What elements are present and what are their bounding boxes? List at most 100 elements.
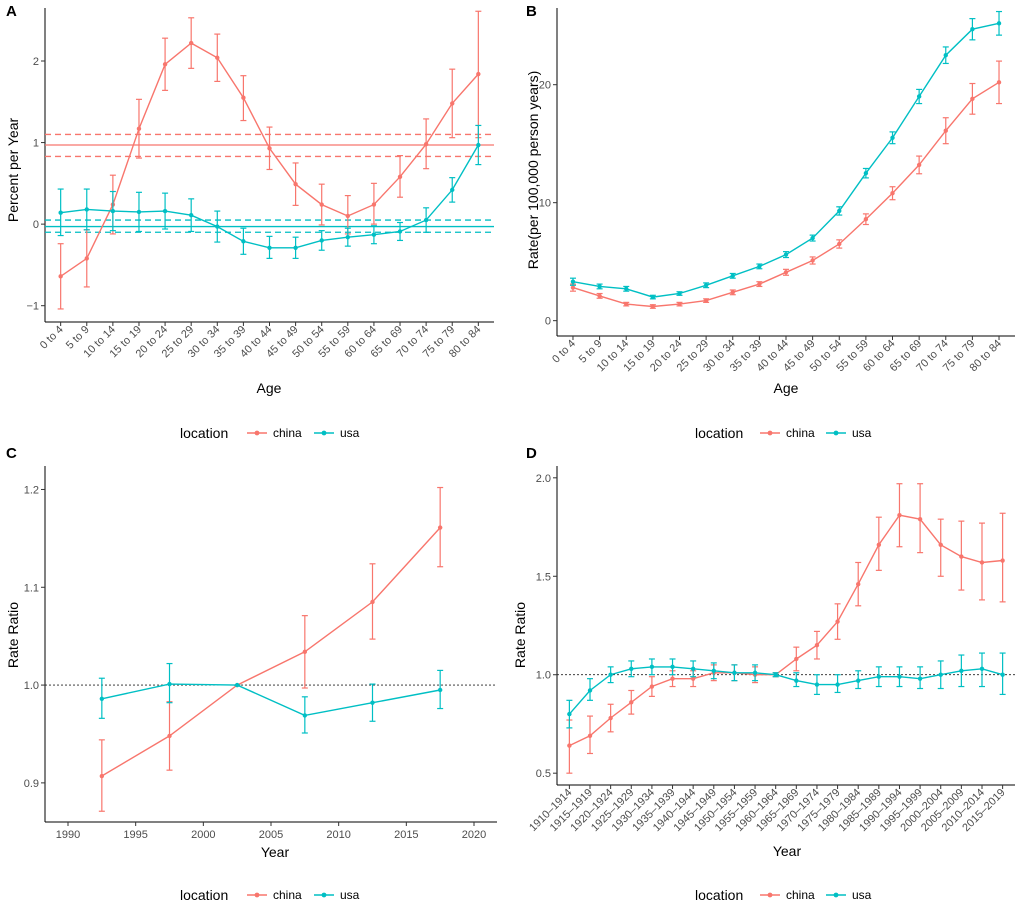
data-point-usa	[597, 284, 602, 289]
data-point-china	[757, 281, 762, 287]
data-point-usa	[1000, 672, 1005, 677]
data-point-usa	[371, 232, 377, 237]
legend-top-right: location china usa	[695, 425, 872, 441]
panel-d-marks: 0.51.01.52.01910–19141915–19191920–19241…	[527, 466, 1015, 834]
data-point-usa	[970, 27, 975, 32]
data-point-china	[99, 773, 105, 779]
y-tick-label: 0	[545, 316, 551, 328]
panel-a-xlabel: Age	[257, 380, 282, 396]
data-point-usa	[752, 670, 758, 675]
data-point-china	[835, 619, 840, 624]
data-point-usa	[690, 666, 696, 672]
data-point-usa	[670, 664, 675, 670]
data-point-usa	[608, 672, 613, 677]
data-point-china	[587, 733, 593, 738]
data-point-usa	[267, 245, 272, 250]
data-point-china	[650, 304, 656, 309]
y-tick-label: −1	[26, 301, 39, 313]
x-tick-label: 1990	[56, 829, 80, 841]
data-point-china	[345, 213, 351, 219]
data-point-china	[58, 274, 63, 279]
legend-china-dot	[254, 430, 260, 436]
x-tick-label: 1995	[123, 829, 147, 841]
data-point-china	[293, 181, 298, 187]
data-point-usa	[794, 678, 799, 683]
data-point-usa	[476, 142, 481, 148]
data-point-china	[979, 560, 985, 565]
data-point-china	[319, 202, 324, 207]
legend-title: location	[180, 425, 228, 441]
data-point-china	[188, 40, 194, 46]
data-point-usa	[624, 286, 629, 292]
y-tick-label: 1.0	[24, 680, 39, 692]
data-point-usa	[773, 672, 778, 677]
y-tick-label: 0.5	[536, 768, 551, 780]
data-point-usa	[167, 681, 172, 687]
data-point-china	[814, 642, 820, 648]
data-point-china	[476, 71, 481, 77]
y-tick-label: 1.5	[536, 571, 551, 583]
data-point-usa	[345, 234, 351, 240]
data-point-usa	[810, 235, 815, 241]
legend-usa-dot	[833, 892, 839, 898]
x-tick-label: 2000	[191, 829, 215, 841]
data-point-china	[996, 80, 1002, 85]
data-point-usa	[58, 210, 63, 215]
data-point-china	[730, 290, 735, 295]
data-point-china	[856, 581, 861, 587]
legend-china-dot	[254, 892, 260, 898]
y-tick-label: 1.0	[536, 670, 551, 682]
data-point-usa	[917, 676, 923, 681]
data-point-usa	[629, 666, 634, 672]
data-point-china	[450, 101, 455, 106]
data-point-usa	[730, 273, 735, 279]
data-point-china	[917, 516, 923, 522]
data-point-usa	[397, 229, 403, 234]
data-point-usa	[293, 245, 298, 250]
data-point-usa	[110, 208, 116, 214]
data-point-china	[1000, 558, 1005, 563]
data-point-china	[876, 542, 882, 547]
data-point-china	[783, 270, 789, 275]
data-point-china	[267, 146, 272, 151]
legend-title: location	[695, 425, 743, 441]
data-point-china	[371, 202, 377, 207]
data-point-china	[608, 715, 613, 721]
data-point-china	[397, 174, 403, 180]
data-point-usa	[188, 212, 194, 218]
data-point-usa	[943, 52, 948, 58]
legend-china-dot	[767, 430, 773, 436]
data-point-usa	[677, 291, 682, 296]
data-point-usa	[319, 238, 324, 243]
legend-usa-dot	[321, 430, 327, 436]
series-line-china	[101, 527, 441, 777]
legend-china-label: china	[273, 426, 302, 440]
panel-d: D 0.51.01.52.01910–19141915–19191920–192…	[512, 445, 1015, 859]
panel-label-b: B	[526, 3, 537, 20]
data-point-china	[437, 525, 443, 530]
data-point-usa	[890, 135, 895, 140]
data-point-china	[241, 95, 246, 100]
x-tick-label: 2020	[462, 829, 486, 841]
y-tick-label: 2.0	[536, 473, 551, 485]
panel-a-ylabel: Percent per Year	[5, 118, 21, 223]
x-tick-label: 2015	[394, 829, 418, 841]
data-point-china	[690, 676, 696, 681]
data-point-china	[215, 55, 220, 60]
data-point-china	[370, 599, 375, 605]
data-point-china	[302, 649, 308, 655]
legend-usa-label: usa	[852, 426, 872, 440]
data-point-china	[863, 216, 869, 222]
data-point-usa	[835, 682, 840, 687]
data-point-usa	[649, 664, 655, 670]
data-point-china	[570, 285, 576, 290]
data-point-usa	[234, 682, 240, 688]
x-tick-label: 0 to 4	[38, 324, 66, 352]
data-point-china	[970, 96, 975, 102]
legend-usa-label: usa	[852, 888, 872, 902]
panel-c-xlabel: Year	[261, 844, 290, 860]
panel-b-xlabel: Age	[774, 380, 799, 396]
panel-b-ylabel: Rate(per 100,000 person years)	[525, 71, 541, 269]
